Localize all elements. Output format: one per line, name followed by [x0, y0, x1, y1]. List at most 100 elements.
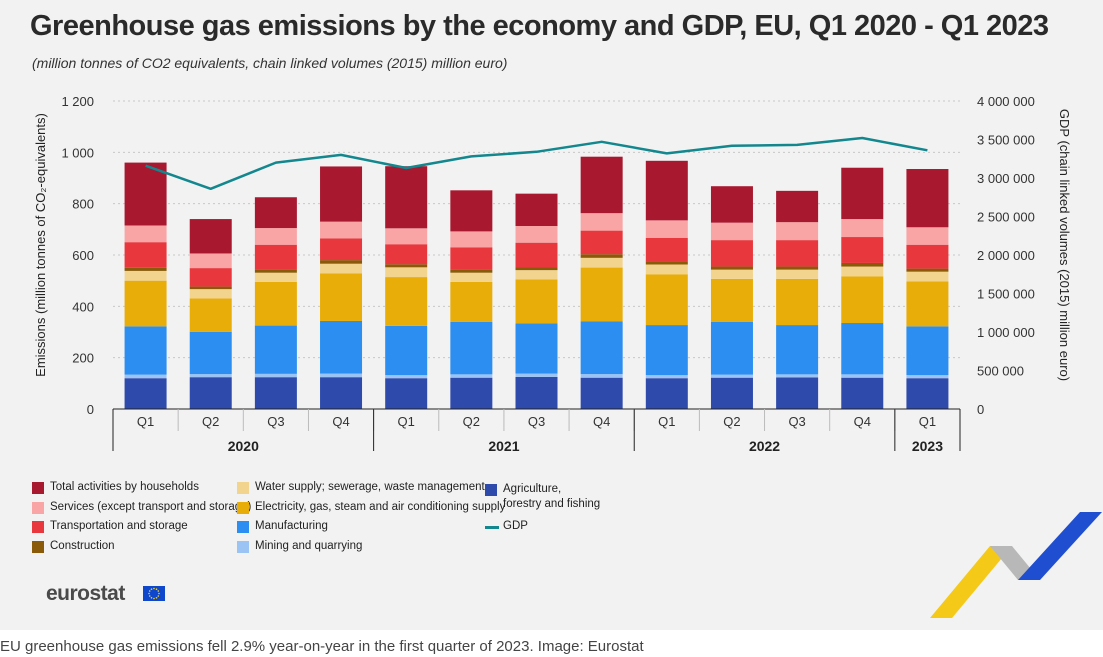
bar-segment: [320, 238, 363, 261]
bar-segment: [580, 213, 623, 231]
bar-segment: [515, 373, 558, 377]
bar-segment: [710, 377, 753, 409]
x-tick-label: Q3: [267, 414, 284, 429]
bar-segment: [776, 278, 819, 326]
bar-segment: [776, 190, 819, 223]
bar-segment: [906, 227, 949, 245]
y-tick-label: 1 000: [61, 145, 94, 160]
bar-segment: [189, 331, 232, 375]
bar-segment: [645, 220, 688, 238]
y-tick-label: 600: [72, 248, 94, 263]
bar-segment: [515, 323, 558, 374]
y2-tick-label: 2 500 000: [977, 210, 1035, 225]
bar-segment: [124, 270, 167, 281]
bar-segment: [385, 264, 428, 268]
bar-segment: [450, 377, 493, 409]
bar-segment: [580, 230, 623, 255]
bar-segment: [450, 190, 493, 232]
eu-flag-icon: [143, 586, 165, 601]
bar-segment: [385, 166, 428, 229]
bar-segment: [189, 289, 232, 299]
bar-segment: [450, 231, 493, 248]
bar-segment: [776, 266, 819, 270]
bar-segment: [385, 244, 428, 265]
bar-segment: [841, 237, 884, 263]
legend-swatch: [237, 521, 249, 533]
chart-subtitle: (million tonnes of CO2 equivalents, chai…: [32, 55, 508, 71]
legend-label: Total activities by households: [50, 481, 199, 493]
bar-segment: [841, 167, 884, 220]
legend-item-households: Total activities by households: [32, 480, 199, 495]
legend-label: Water supply; sewerage, waste management: [255, 481, 485, 493]
bar-segment: [189, 286, 232, 290]
legend-item-gdp: GDP: [485, 519, 528, 534]
legend-label: Transportation and storage: [50, 520, 188, 532]
bar-segment: [124, 267, 167, 271]
y2-tick-label: 0: [977, 402, 984, 417]
legend-item-water: Water supply; sewerage, waste management: [237, 480, 485, 495]
bar-segment: [124, 242, 167, 268]
bar-segment: [710, 321, 753, 375]
y2-tick-label: 3 000 000: [977, 171, 1035, 186]
bar-segment: [385, 267, 428, 278]
x-tick-label: Q2: [202, 414, 219, 429]
y-axis-title: Emissions (million tonnes of CO₂-equival…: [33, 113, 48, 377]
bar-segment: [254, 244, 297, 270]
bar-segment: [320, 273, 363, 321]
legend-swatch: [32, 521, 44, 533]
legend-item-agriculture: Agriculture, forestry and fishing: [485, 482, 601, 512]
y-tick-label: 400: [72, 299, 94, 314]
year-label: 2023: [912, 438, 943, 454]
bar-segment: [776, 269, 819, 279]
bar-segment: [515, 242, 558, 268]
y2-tick-label: 4 000 000: [977, 94, 1035, 109]
bar-segment: [776, 325, 819, 375]
bar-segment: [320, 260, 363, 264]
bar-segment: [841, 276, 884, 324]
bar-segment: [515, 279, 558, 324]
bar-segment: [710, 266, 753, 270]
legend-label: Services (except transport and storage): [50, 501, 252, 513]
bar-segment: [189, 374, 232, 378]
bar-segment: [841, 377, 884, 409]
legend-label: Agriculture,: [503, 483, 562, 495]
bar-segment: [710, 222, 753, 241]
bar-segment: [645, 237, 688, 262]
bar-segment: [580, 321, 623, 375]
bar-segment: [580, 374, 623, 378]
bar-segment: [385, 325, 428, 376]
x-tick-label: Q3: [528, 414, 545, 429]
image-caption: EU greenhouse gas emissions fell 2.9% ye…: [0, 638, 644, 655]
bar-segment: [124, 225, 167, 243]
bar-segment: [645, 378, 688, 409]
legend-swatch: [32, 502, 44, 514]
bar-segment: [645, 261, 688, 265]
bar-segment: [254, 272, 297, 282]
legend-swatch: [237, 541, 249, 553]
bar-segment: [906, 244, 949, 269]
bar-segment: [385, 378, 428, 409]
bar-segment: [189, 268, 232, 287]
bar-segment: [580, 254, 623, 258]
legend-line-swatch: [485, 526, 499, 529]
bar-segment: [515, 267, 558, 271]
chart-title: Greenhouse gas emissions by the economy …: [30, 10, 1049, 42]
legend-swatch: [237, 502, 249, 514]
bar-segment: [906, 169, 949, 228]
bar-segment: [320, 320, 363, 374]
y2-tick-label: 3 500 000: [977, 133, 1035, 148]
y2-tick-label: 2 000 000: [977, 248, 1035, 263]
legend-label: forestry and fishing: [503, 498, 601, 510]
x-tick-label: Q1: [137, 414, 154, 429]
bar-segment: [710, 186, 753, 223]
bar-segment: [906, 268, 949, 272]
legend-swatch: [485, 484, 497, 496]
legend-item-services: Services (except transport and storage): [32, 500, 252, 515]
y-tick-label: 200: [72, 351, 94, 366]
bar-segment: [841, 219, 884, 238]
bar-segment: [320, 373, 363, 378]
y2-tick-label: 1 000 000: [977, 325, 1035, 340]
bar-segment: [515, 376, 558, 409]
bar-segment: [776, 222, 819, 241]
x-tick-label: Q4: [332, 414, 349, 429]
